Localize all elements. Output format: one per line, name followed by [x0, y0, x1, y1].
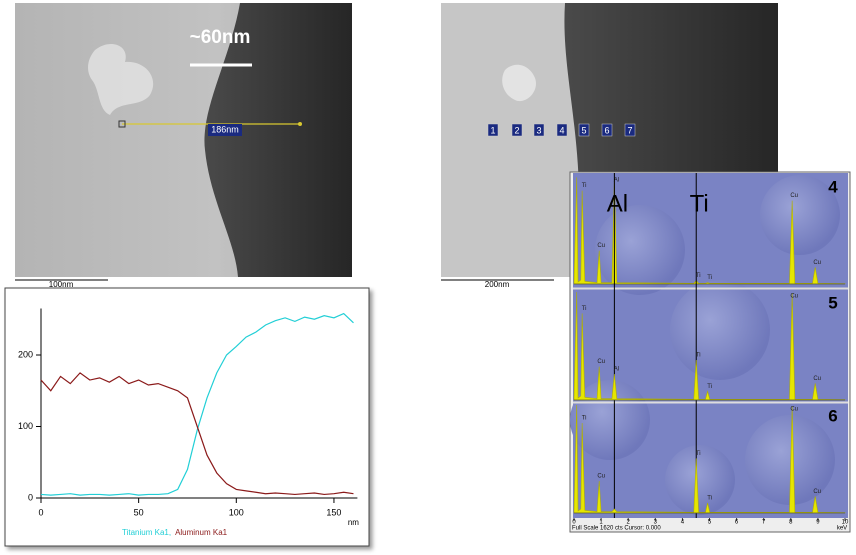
x-tick-label: 8 — [789, 520, 793, 526]
line-label: 186nm — [211, 124, 239, 134]
point-box — [578, 123, 590, 137]
point-label: 2 — [514, 125, 519, 135]
peak-label: Ti — [696, 451, 701, 457]
x-tick-label: 9 — [816, 520, 820, 526]
x-tick-label: 7 — [762, 520, 766, 526]
x-tick-label: 5 — [708, 520, 712, 526]
peak-label: Cu — [790, 407, 798, 413]
peak-label: Cu — [813, 376, 821, 382]
scale-bar-label: 100nm — [49, 280, 74, 289]
peak-label: Ti — [582, 416, 587, 422]
x-tick-label: 0 — [572, 520, 576, 526]
marker-label: Al — [607, 190, 628, 217]
spectrum-area — [573, 177, 846, 285]
series-line — [40, 372, 354, 496]
y-tick-label: 200 — [18, 349, 33, 359]
peak-label: Ti — [582, 183, 587, 189]
x-tick-label: 6 — [735, 520, 739, 526]
legend-entry: Titanium Ka1, — [122, 528, 171, 537]
peak-label: Ti — [696, 353, 701, 359]
legend-entry: Aluminum Ka1 — [175, 528, 228, 537]
peak-label: Ti — [707, 384, 712, 390]
point-label: 7 — [627, 125, 632, 135]
footer: Full Scale 1620 cts Cursor: 0.000 — [572, 526, 661, 532]
x-axis-label: nm — [348, 518, 359, 527]
spectrum-title: 4 — [828, 177, 838, 196]
point-label: 5 — [581, 125, 586, 135]
point-label: 4 — [559, 125, 564, 135]
x-tick-label: 150 — [326, 507, 341, 517]
point-box — [487, 123, 499, 137]
y-tick-label: 100 — [18, 421, 33, 431]
x-tick-label: 3 — [654, 520, 658, 526]
peak-label: Cu — [790, 294, 798, 300]
peak-label: Cu — [597, 243, 605, 249]
x-tick-label: 2 — [627, 520, 631, 526]
spectrum-title: 6 — [828, 406, 837, 425]
peak-label: Ti — [582, 306, 587, 312]
peak-label: Ti — [707, 275, 712, 281]
peak-label: Cu — [813, 489, 821, 495]
linescan-panel — [4, 287, 370, 547]
peak-label: Ti — [707, 496, 712, 502]
size-annotation: ~60nm — [190, 27, 251, 48]
point-label: 3 — [536, 125, 541, 135]
peak-label: Al — [614, 178, 619, 184]
peak-label: Cu — [813, 260, 821, 266]
y-tick-label: 0 — [28, 492, 33, 502]
x-tick-label: 100 — [229, 507, 244, 517]
peak-label: Al — [614, 367, 619, 373]
point-label: 1 — [490, 125, 495, 135]
point-box — [533, 123, 545, 137]
tem-image-left — [15, 3, 352, 281]
peak-label: Cu — [597, 359, 605, 365]
series-line — [40, 312, 354, 496]
x-tick-label: 50 — [134, 507, 144, 517]
x-tick-label: 4 — [681, 520, 685, 526]
point-box — [601, 123, 613, 137]
x-axis-label: keV — [837, 526, 847, 532]
point-box — [511, 123, 523, 137]
spectra-panel — [569, 171, 851, 533]
marker-label: Ti — [690, 190, 709, 217]
scale-bar-label: 200nm — [485, 280, 510, 289]
x-tick-label: 1 — [599, 520, 603, 526]
peak-label: Cu — [597, 474, 605, 480]
x-tick-label: 0 — [38, 507, 43, 517]
peak-label: Cu — [790, 193, 798, 199]
point-box — [556, 123, 568, 137]
x-tick-label: 10 — [842, 520, 849, 526]
spectrum-title: 5 — [828, 293, 837, 312]
peak-label: Ti — [696, 273, 701, 279]
point-label: 6 — [604, 125, 609, 135]
spectrum-area — [573, 404, 846, 514]
spectrum-area — [573, 291, 846, 401]
point-box — [624, 123, 636, 137]
